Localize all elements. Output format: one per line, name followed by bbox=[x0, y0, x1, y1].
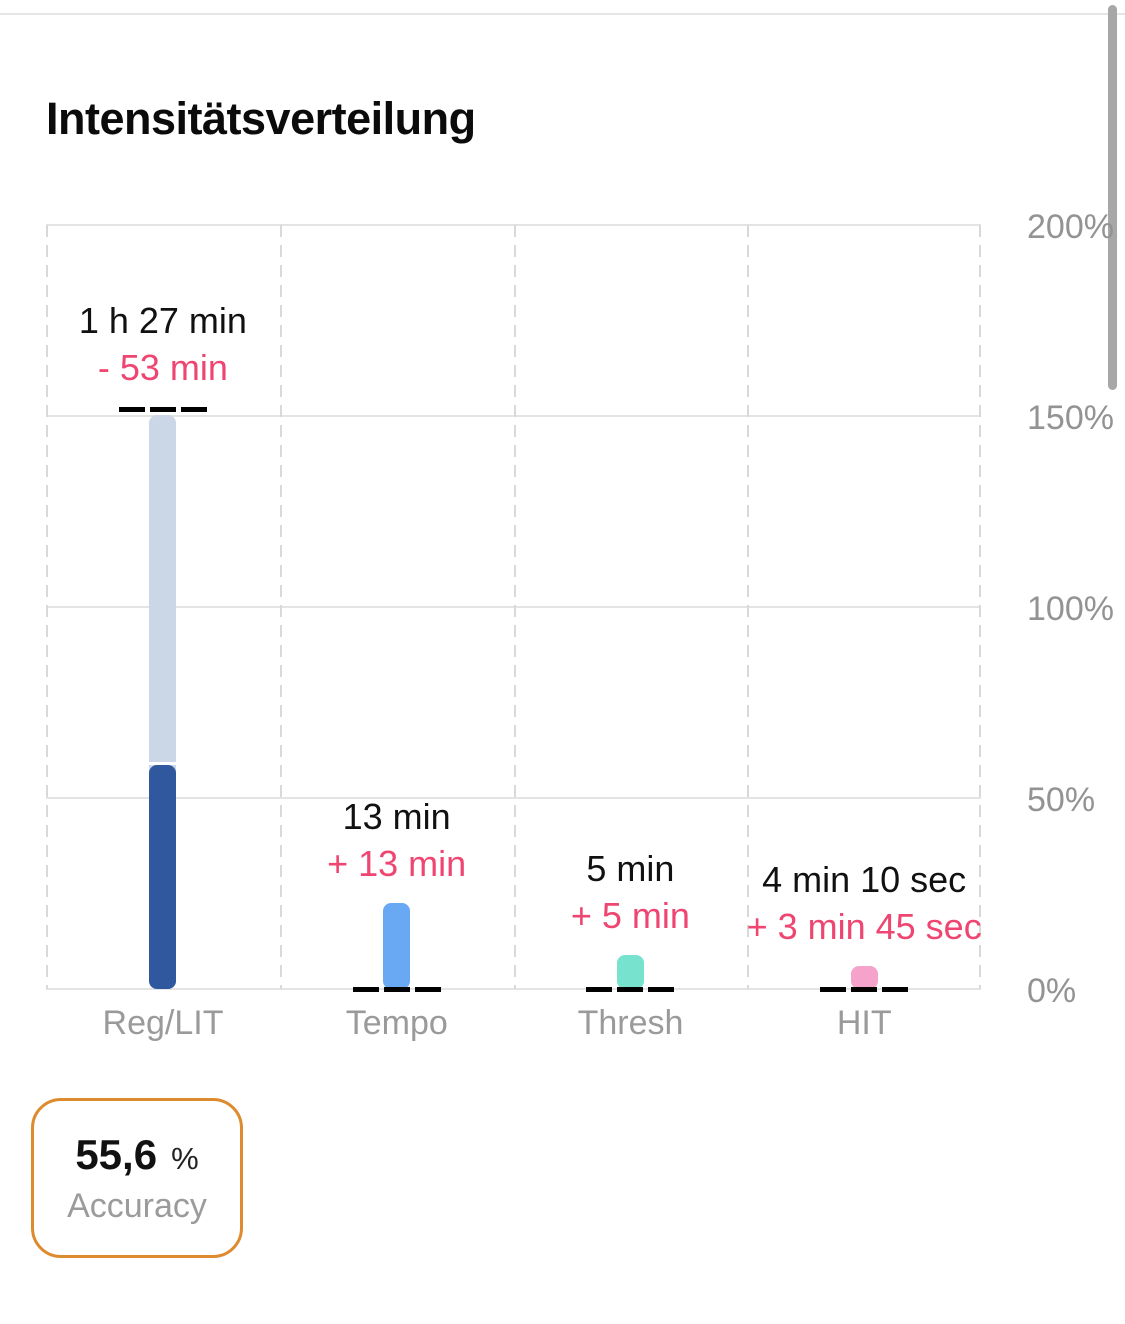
annotation-value: 5 min bbox=[586, 848, 675, 890]
accuracy-badge[interactable]: 55,6 % Accuracy bbox=[31, 1098, 243, 1258]
annotation-value: 4 min 10 sec bbox=[762, 859, 967, 901]
annotation-delta: + 5 min bbox=[570, 895, 690, 937]
bar-annotation-Thresh: 5 min + 5 min bbox=[400, 845, 860, 939]
bar-annotation-Reg/LIT: 1 h 27 min - 53 min bbox=[0, 297, 393, 391]
accuracy-value: 55,6 bbox=[75, 1130, 158, 1178]
page-title: Intensitätsverteilung bbox=[46, 93, 476, 145]
y-tick-50%: 50% bbox=[1027, 781, 1096, 819]
accuracy-label: Accuracy bbox=[67, 1186, 207, 1225]
y-tick-200%: 200% bbox=[1027, 208, 1114, 246]
column-divider bbox=[979, 225, 981, 989]
annotation-value: 1 h 27 min bbox=[78, 300, 247, 342]
actual-bar-HIT[interactable] bbox=[850, 966, 878, 989]
target-marker-Thresh bbox=[586, 986, 675, 992]
accuracy-unit: % bbox=[171, 1140, 199, 1176]
column-divider bbox=[513, 225, 516, 989]
bar-separator bbox=[147, 762, 179, 766]
annotation-value: 13 min bbox=[342, 796, 451, 838]
y-tick-150%: 150% bbox=[1027, 399, 1114, 437]
x-tick-Thresh: Thresh bbox=[577, 1004, 684, 1042]
x-tick-Tempo: Tempo bbox=[345, 1004, 448, 1042]
gridline-0% bbox=[46, 988, 981, 990]
actual-bar-Reg/LIT[interactable] bbox=[149, 765, 177, 989]
top-divider bbox=[0, 13, 1125, 15]
annotation-delta: - 53 min bbox=[97, 347, 228, 389]
column-divider bbox=[747, 225, 750, 989]
x-tick-Reg/LIT: Reg/LIT bbox=[102, 1004, 224, 1042]
annotation-delta: + 13 min bbox=[327, 843, 467, 885]
target-marker-HIT bbox=[820, 986, 909, 992]
target-marker-Reg/LIT bbox=[118, 407, 207, 413]
y-tick-0%: 0% bbox=[1027, 972, 1077, 1010]
bar-annotation-HIT: 4 min 10 sec + 3 min 45 sec bbox=[634, 856, 1094, 950]
column-divider bbox=[279, 225, 282, 989]
scrollbar-thumb[interactable] bbox=[1108, 5, 1117, 390]
actual-bar-Thresh[interactable] bbox=[616, 955, 644, 989]
y-tick-100%: 100% bbox=[1027, 590, 1114, 628]
annotation-delta: + 3 min 45 sec bbox=[746, 906, 982, 948]
target-marker-Tempo bbox=[352, 986, 441, 992]
x-tick-HIT: HIT bbox=[836, 1004, 892, 1042]
bar-annotation-Tempo: 13 min + 13 min bbox=[167, 793, 627, 887]
actual-bar-Tempo[interactable] bbox=[383, 903, 411, 989]
column-divider bbox=[46, 225, 48, 989]
intensity-bar-chart: 1 h 27 min - 53 min 13 min + 13 min 5 min + 5… bbox=[46, 224, 982, 992]
accuracy-value-row: 55,6 % bbox=[75, 1131, 198, 1179]
